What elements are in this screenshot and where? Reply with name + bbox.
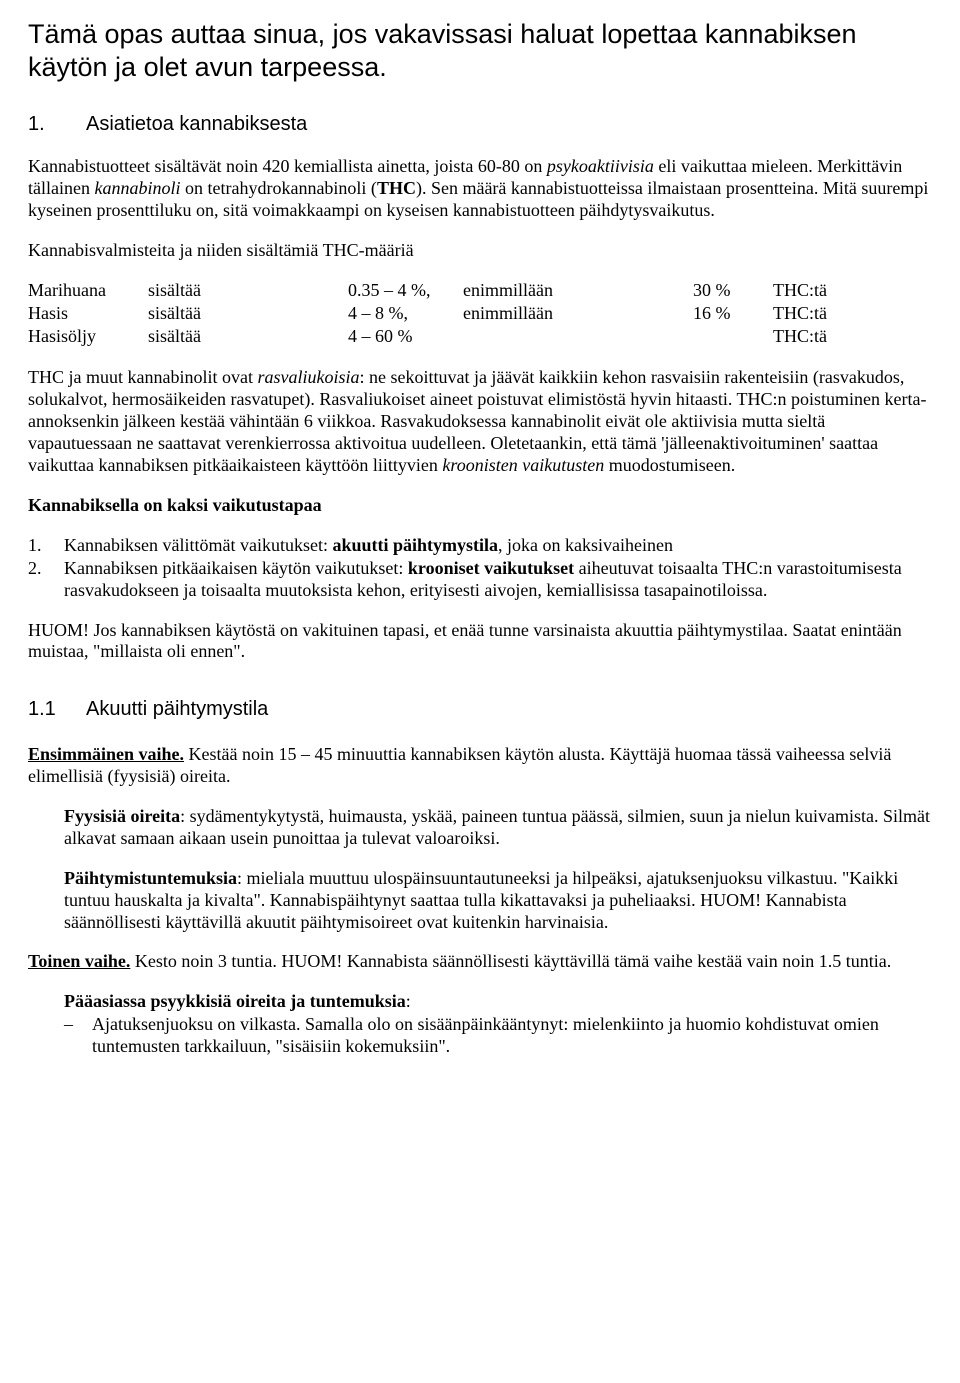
list-item: 2. Kannabiksen pitkäaikaisen käytön vaik… <box>28 558 932 602</box>
section-1-1-title: Akuutti päihtymystila <box>86 697 268 721</box>
list-item: 1. Kannabiksen välittömät vaikutukset: a… <box>28 535 932 557</box>
table-row: Marihuana sisältää 0.35 – 4 %, enimmillä… <box>28 280 932 303</box>
psych-symptoms-heading: Pääasiassa psyykkisiä oireita ja tuntemu… <box>64 991 932 1013</box>
phase-2: Toinen vaihe. Kesto noin 3 tuntia. HUOM!… <box>28 951 932 973</box>
intoxication-sensations: Päihtymistuntemuksia: mieliala muuttuu u… <box>64 868 932 934</box>
section-1-1-num: 1.1 <box>28 697 86 721</box>
thc-table: Marihuana sisältää 0.35 – 4 %, enimmillä… <box>28 280 932 349</box>
two-effects-heading: Kannabiksella on kaksi vaikutustapaa <box>28 495 932 517</box>
table-row: Hasis sisältää 4 – 8 %, enimmillään 16 %… <box>28 303 932 326</box>
paragraph-1: Kannabistuotteet sisältävät noin 420 kem… <box>28 156 932 222</box>
psych-symptom-item: – Ajatuksenjuoksu on vilkasta. Samalla o… <box>28 1014 932 1058</box>
paragraph-2: THC ja muut kannabinolit ovat rasvaliuko… <box>28 367 932 477</box>
section-1-num: 1. <box>28 112 86 136</box>
thc-caption: Kannabisvalmisteita ja niiden sisältämiä… <box>28 240 932 262</box>
section-1-title: Asiatietoa kannabiksesta <box>86 112 307 136</box>
dash-icon: – <box>64 1014 92 1058</box>
intro: Tämä opas auttaa sinua, jos vakavissasi … <box>28 18 932 84</box>
section-1-heading: 1. Asiatietoa kannabiksesta <box>28 112 932 136</box>
effects-list: 1. Kannabiksen välittömät vaikutukset: a… <box>28 535 932 602</box>
phase-1: Ensimmäinen vaihe. Kestää noin 15 – 45 m… <box>28 744 932 788</box>
physical-symptoms: Fyysisiä oireita: sydämentykytystä, huim… <box>64 806 932 850</box>
huom-1: HUOM! Jos kannabiksen käytöstä on vakitu… <box>28 620 932 664</box>
table-row: Hasisöljy sisältää 4 – 60 % THC:tä <box>28 326 932 349</box>
section-1-1-heading: 1.1 Akuutti päihtymystila <box>28 697 932 721</box>
